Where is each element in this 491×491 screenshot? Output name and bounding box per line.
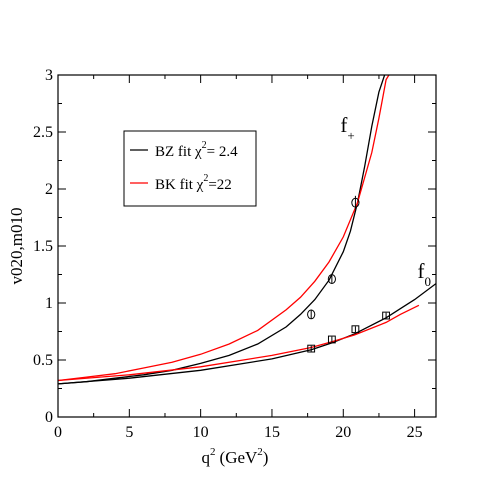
data-points-layer bbox=[307, 195, 390, 353]
x-tick-label-2: 10 bbox=[193, 424, 209, 441]
fplus-point-2 bbox=[351, 197, 360, 208]
series-layer bbox=[58, 75, 436, 385]
series-line-2 bbox=[58, 283, 436, 385]
series-line-0 bbox=[58, 75, 386, 385]
x-tick-label-1: 5 bbox=[125, 424, 133, 441]
fplus-point-1 bbox=[327, 274, 336, 284]
plot-area-frame bbox=[57, 74, 437, 418]
y-tick-label-6: 3 bbox=[45, 67, 53, 84]
series-line-3 bbox=[58, 304, 420, 382]
f0-point-1 bbox=[327, 335, 336, 344]
legend-label-bk: BK fit χ2=22 bbox=[155, 173, 232, 193]
x-tick-label-3: 15 bbox=[264, 424, 280, 441]
y-tick-label-1: 0.5 bbox=[33, 352, 53, 369]
legend: BZ fit χ2= 2.4 BK fit χ2=22 bbox=[123, 130, 257, 207]
annotation-f-plus: f+ bbox=[340, 113, 354, 143]
x-tick-label-4: 20 bbox=[335, 424, 351, 441]
series-line-1 bbox=[58, 75, 390, 382]
f0-point-0 bbox=[307, 344, 316, 353]
x-tick-label-0: 0 bbox=[54, 424, 62, 441]
f0-point-2 bbox=[351, 325, 360, 334]
y-tick-label-2: 1 bbox=[45, 295, 53, 312]
y-axis-label: v020,m010 bbox=[7, 208, 26, 285]
y-tick-label-0: 0 bbox=[45, 409, 53, 426]
annotation-f-zero: f0 bbox=[417, 259, 431, 289]
x-axis-label: q2 (GeV2) bbox=[202, 446, 269, 467]
legend-label-bz: BZ fit χ2= 2.4 bbox=[155, 140, 238, 160]
y-tick-label-4: 2 bbox=[45, 181, 53, 198]
y-tick-label-3: 1.5 bbox=[33, 238, 53, 255]
legend-box bbox=[123, 130, 257, 207]
y-tick-label-5: 2.5 bbox=[33, 124, 53, 141]
x-tick-label-5: 25 bbox=[407, 424, 423, 441]
f0-point-3 bbox=[382, 311, 390, 320]
axis-ticks-layer: 0 5 10 15 20 25 0 0.5 1 1.5 2 2.5 3 bbox=[33, 67, 436, 441]
fplus-point-0 bbox=[307, 309, 316, 320]
